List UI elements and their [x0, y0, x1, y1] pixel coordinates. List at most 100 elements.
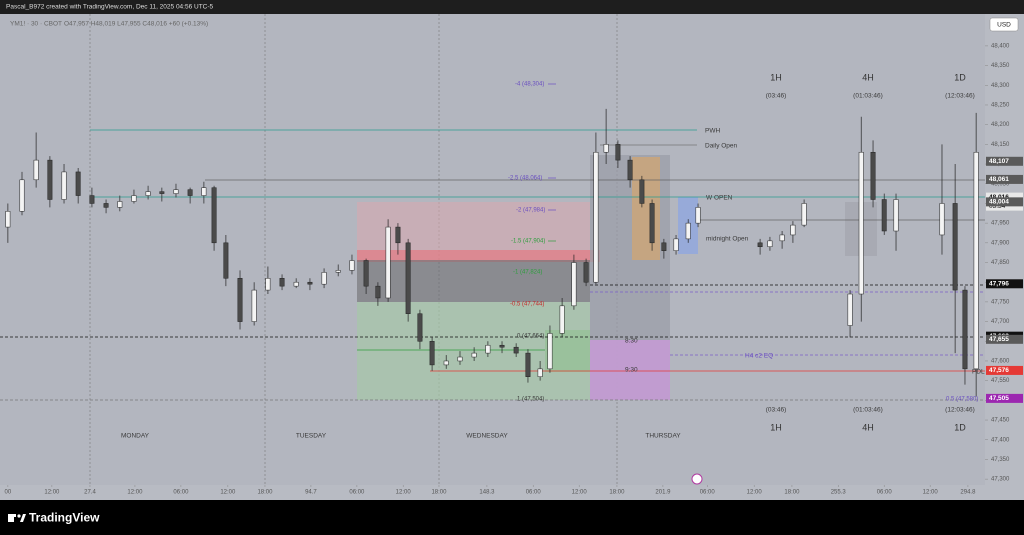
- day-label: THURSDAY: [645, 433, 681, 440]
- price-label-box: [986, 334, 1023, 344]
- candle-body: [405, 242, 411, 314]
- candle-body: [293, 281, 299, 287]
- candle-body: [375, 285, 381, 299]
- timeframe: 1D: [954, 72, 966, 82]
- logo: [8, 514, 26, 522]
- price-label: 47,655: [989, 336, 1009, 343]
- price-label: 47,576: [989, 367, 1009, 374]
- countdown: (03:46): [766, 93, 787, 100]
- candle-body: [395, 226, 401, 244]
- annotation: midnight Open: [706, 236, 749, 243]
- candle-body: [211, 187, 217, 244]
- header-title: Pascal_B972 created with TradingView.com…: [6, 4, 214, 11]
- candle-body: [801, 203, 807, 226]
- level-lines: [0, 83, 985, 401]
- countdown: (03:46): [766, 407, 787, 414]
- y-tick-label: 48,300: [991, 83, 1010, 89]
- price-label-box: [986, 156, 1023, 166]
- y-tick-label: 47,750: [991, 299, 1010, 305]
- candle-body: [757, 242, 763, 248]
- footer-bar: [0, 500, 1024, 535]
- y-tick-label: 47,450: [991, 418, 1010, 424]
- candle-body: [75, 171, 81, 196]
- candle-body: [695, 207, 701, 224]
- countdown: (12:03:46): [945, 93, 975, 100]
- candle-body: [499, 344, 505, 348]
- candle-body: [537, 368, 543, 377]
- x-tick-label: 12:00: [396, 490, 412, 496]
- candle-body: [173, 189, 179, 194]
- x-tick-label: 12:00: [220, 490, 236, 496]
- candle-body: [559, 305, 565, 334]
- candle-body: [870, 151, 876, 200]
- y-tick-label: 47,350: [991, 457, 1010, 463]
- y-tick-label: 47,700: [991, 319, 1010, 325]
- timeframe: 1H: [770, 72, 782, 82]
- candle-body: [457, 356, 463, 362]
- x-tick-label: 27.4: [84, 490, 96, 496]
- price-label: 48,004: [989, 199, 1009, 206]
- annotation: PWH: [705, 128, 720, 135]
- x-tick-label: 06:00: [349, 490, 365, 496]
- candle-body: [265, 278, 271, 291]
- session-lines: [89, 14, 618, 485]
- candle-body: [627, 159, 633, 181]
- fib-label: -2.5 (48,064): [508, 176, 542, 182]
- fib-label: -0.5 (47,744): [510, 302, 544, 308]
- candle-body: [159, 191, 165, 194]
- x-tick-label: 18:00: [431, 490, 447, 496]
- annotation: Daily Open: [705, 143, 738, 150]
- candle-body: [417, 313, 423, 342]
- x-tick-label: 12:00: [923, 490, 939, 496]
- x-tick-label: 12:00: [572, 490, 588, 496]
- candle-body: [767, 240, 773, 248]
- x-tick-label: 12:00: [747, 490, 763, 496]
- y-tick-label: 47,900: [991, 240, 1010, 246]
- y-tick-label: 47,600: [991, 359, 1010, 365]
- alert-icon[interactable]: [691, 473, 703, 485]
- symbol: YM1! · 30 · CBOT: [10, 21, 62, 28]
- y-tick-label: 47,950: [991, 221, 1010, 227]
- candle-body: [145, 191, 151, 196]
- candle-body: [363, 260, 369, 287]
- candle-body: [952, 203, 958, 291]
- price-label: 48,016: [989, 194, 1009, 201]
- candle-body: [973, 151, 979, 370]
- candle-body: [939, 203, 945, 236]
- candle-body: [33, 159, 39, 181]
- currency-box[interactable]: [989, 17, 1019, 32]
- candle-body: [513, 346, 519, 354]
- candle-body: [485, 344, 491, 354]
- ohlc: O47,957 H48,019 L47,955 C48,016 +60 (+0.…: [64, 21, 208, 28]
- fib-label: -4 (48,304): [515, 82, 544, 88]
- candle-body: [279, 278, 285, 287]
- timeframe: 1H: [770, 422, 782, 432]
- price-label-box: [986, 197, 1023, 207]
- fib-label: -2 (47,984): [516, 208, 545, 214]
- candle-body: [858, 151, 864, 295]
- candle-body: [881, 199, 887, 232]
- y-tick-label: 47,300: [991, 477, 1010, 483]
- candle-body: [201, 187, 207, 196]
- fib-label: -1.5 (47,904): [511, 239, 545, 245]
- candle-body: [593, 151, 599, 283]
- y-tick-label: 48,200: [991, 122, 1010, 128]
- price-label-box: [986, 279, 1023, 289]
- price-label-box: [986, 393, 1023, 403]
- price-label: 47,505: [989, 395, 1009, 402]
- candle-body: [19, 179, 25, 212]
- fib-label: -1 (47,824): [513, 270, 542, 276]
- price-label: 47,796: [989, 280, 1009, 287]
- time-axis: [0, 485, 985, 500]
- x-tick-label: 294.8: [960, 490, 976, 496]
- candle-body: [779, 234, 785, 242]
- annotation: H4 c2 EQ: [745, 353, 773, 360]
- x-tick-label: 201.9: [655, 490, 671, 496]
- currency[interactable]: USD: [997, 22, 1011, 29]
- x-tick-label: 12:00: [44, 490, 60, 496]
- candle-body: [847, 293, 853, 326]
- x-tick-label: 18:00: [784, 490, 800, 496]
- y-tick-label: 47,550: [991, 378, 1010, 384]
- countdown: (01:03:46): [853, 407, 883, 414]
- candle-body: [47, 159, 53, 200]
